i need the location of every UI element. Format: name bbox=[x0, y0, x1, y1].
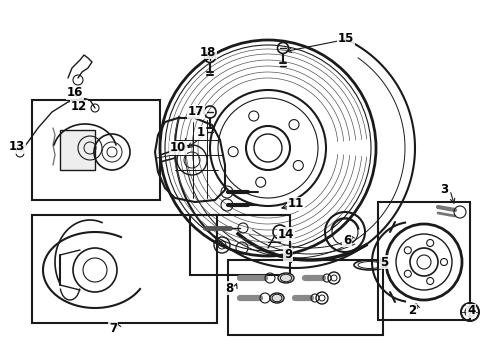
Text: 7: 7 bbox=[109, 321, 117, 334]
Ellipse shape bbox=[278, 273, 293, 283]
Text: 5: 5 bbox=[379, 256, 387, 269]
Text: 13: 13 bbox=[9, 140, 25, 153]
Text: 10: 10 bbox=[170, 141, 186, 154]
Bar bbox=[32, 215, 217, 323]
Text: 17: 17 bbox=[187, 105, 204, 118]
Text: 16: 16 bbox=[67, 86, 83, 99]
Text: 11: 11 bbox=[287, 198, 304, 211]
Bar bbox=[60, 130, 95, 170]
Text: 2: 2 bbox=[407, 305, 415, 318]
Text: 9: 9 bbox=[284, 248, 292, 261]
Bar bbox=[32, 100, 160, 200]
Text: 18: 18 bbox=[200, 45, 216, 58]
Bar bbox=[190, 215, 289, 275]
Bar bbox=[227, 260, 382, 335]
Text: 1: 1 bbox=[197, 126, 204, 139]
Text: 3: 3 bbox=[439, 184, 447, 197]
Text: 14: 14 bbox=[278, 228, 294, 240]
Text: 4: 4 bbox=[466, 305, 474, 318]
Ellipse shape bbox=[269, 293, 284, 303]
Bar bbox=[377, 202, 469, 320]
Text: 12: 12 bbox=[71, 100, 87, 113]
Text: 6: 6 bbox=[342, 234, 350, 247]
Text: 15: 15 bbox=[337, 32, 354, 45]
Text: 8: 8 bbox=[224, 282, 233, 294]
